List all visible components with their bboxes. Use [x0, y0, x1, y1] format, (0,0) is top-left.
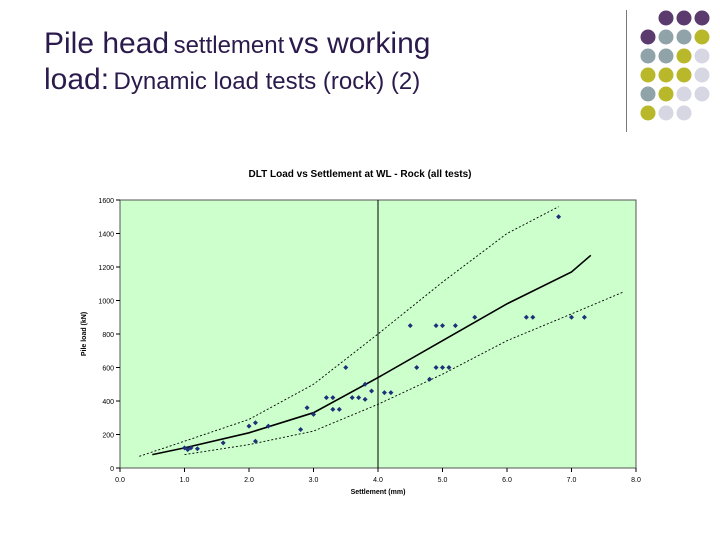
- y-tick-label: 1000: [98, 299, 114, 306]
- data-point: [349, 395, 355, 401]
- x-axis-label: Settlement (mm): [351, 489, 406, 496]
- decorative-dot: [676, 86, 692, 102]
- decorative-dot: [694, 29, 710, 45]
- data-point: [356, 395, 362, 401]
- data-point: [530, 314, 536, 320]
- data-point: [523, 314, 529, 320]
- decorative-dot: [658, 67, 674, 83]
- decorative-dot: [658, 105, 674, 121]
- slide-title-line-1: Pile head settlement vs working: [44, 26, 604, 62]
- data-point: [369, 388, 375, 394]
- data-point: [330, 406, 336, 412]
- data-point: [388, 390, 394, 396]
- decorative-dot: [640, 48, 656, 64]
- data-point: [252, 438, 258, 444]
- data-point: [446, 365, 452, 370]
- slide-title-line-2: load: Dynamic load tests (rock) (2): [44, 62, 604, 98]
- data-point: [265, 423, 271, 429]
- decorative-dot: [658, 48, 674, 64]
- data-point: [407, 323, 413, 329]
- x-tick-label: 7.0: [567, 477, 577, 484]
- decorative-dot: [658, 29, 674, 45]
- data-point: [472, 314, 478, 320]
- x-tick-label: 2.0: [244, 477, 254, 484]
- data-point: [362, 381, 368, 387]
- x-tick-label: 4.0: [373, 477, 383, 484]
- data-point: [433, 323, 439, 329]
- title-text-settlement: settlement: [173, 32, 285, 59]
- y-tick-label: 800: [102, 332, 114, 339]
- slide-title: Pile head settlement vs working load: Dy…: [44, 26, 604, 98]
- data-point: [220, 440, 226, 446]
- data-point: [452, 323, 458, 329]
- data-point: [330, 395, 336, 401]
- data-point: [433, 365, 439, 370]
- data-point: [311, 411, 316, 417]
- y-tick-label: 600: [102, 366, 114, 373]
- decorative-dot-grid: [640, 10, 710, 121]
- y-tick-label: 400: [102, 399, 114, 406]
- y-tick-label: 200: [102, 433, 114, 440]
- trend-line: [152, 254, 592, 456]
- x-tick-label: 8.0: [631, 477, 641, 484]
- data-point: [440, 323, 445, 329]
- chart-container: DLT Load vs Settlement at WL - Rock (all…: [70, 160, 660, 500]
- title-text-pile-head: Pile head: [44, 27, 170, 60]
- data-point: [194, 446, 200, 452]
- decorative-dot: [694, 48, 710, 64]
- decorative-dot: [676, 48, 692, 64]
- decorative-dot: [640, 105, 656, 121]
- decorative-dot: [694, 86, 710, 102]
- decorative-dot: [640, 67, 656, 83]
- y-tick-label: 1200: [98, 265, 114, 272]
- data-point: [581, 314, 587, 320]
- x-tick-label: 1.0: [180, 477, 190, 484]
- decorative-dot: [640, 86, 656, 102]
- data-point: [336, 406, 342, 412]
- scatter-chart: DLT Load vs Settlement at WL - Rock (all…: [70, 160, 660, 500]
- decorative-dot: [676, 105, 692, 121]
- decorative-dot: [658, 10, 674, 26]
- upper-bound-line: [139, 206, 559, 457]
- decorative-dot: [694, 67, 710, 83]
- decorative-dot: [640, 29, 656, 45]
- data-point: [414, 365, 420, 370]
- title-text-load: load:: [44, 63, 110, 96]
- data-point: [427, 376, 433, 382]
- data-point: [381, 390, 387, 396]
- y-tick-label: 1600: [98, 198, 114, 205]
- y-axis-label: Pile load (kN): [81, 312, 88, 356]
- lower-bound-line: [184, 291, 624, 456]
- y-tick-label: 1400: [98, 232, 114, 239]
- decorative-dot: [676, 10, 692, 26]
- data-point: [246, 423, 252, 429]
- chart-title: DLT Load vs Settlement at WL - Rock (all…: [249, 169, 472, 180]
- decorative-dot: [694, 10, 710, 26]
- x-tick-label: 6.0: [502, 477, 512, 484]
- decorative-divider: [626, 10, 627, 132]
- decorative-dot: [658, 86, 674, 102]
- data-point: [304, 405, 310, 411]
- data-point: [252, 420, 258, 426]
- data-point: [569, 314, 574, 320]
- title-text-vs-working: vs working: [288, 27, 431, 60]
- y-tick-label: 0: [110, 466, 114, 473]
- data-point: [185, 447, 191, 453]
- data-point: [556, 214, 562, 220]
- data-point: [440, 365, 445, 370]
- x-tick-label: 5.0: [438, 477, 448, 484]
- data-point: [188, 445, 194, 451]
- x-tick-label: 3.0: [309, 477, 319, 484]
- decorative-dot: [676, 29, 692, 45]
- data-point: [298, 426, 304, 432]
- decorative-dot: [676, 67, 692, 83]
- title-text-dynamic: Dynamic load tests (rock) (2): [113, 68, 421, 95]
- data-point: [343, 365, 349, 370]
- data-point: [362, 396, 368, 402]
- x-tick-label: 0.0: [115, 477, 125, 484]
- data-point: [323, 395, 329, 401]
